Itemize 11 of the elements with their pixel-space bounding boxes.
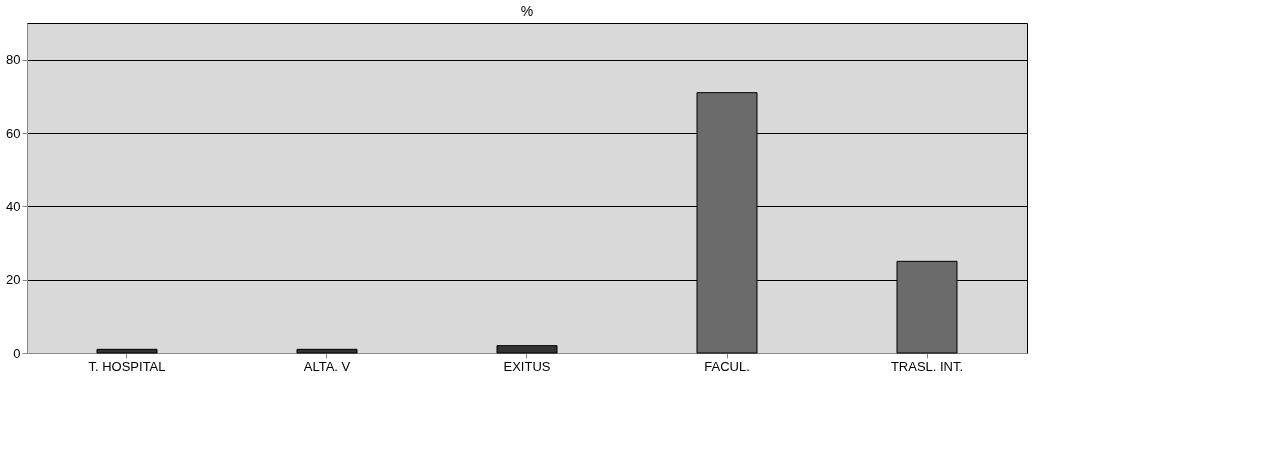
- y-tick-label: 80: [6, 52, 21, 68]
- x-tick-label: T. HOSPITAL: [88, 358, 166, 374]
- chart-title: %: [520, 3, 534, 19]
- y-tick-label: 0: [13, 345, 21, 361]
- y-tick-label: 20: [6, 272, 21, 288]
- x-tick-label: EXITUS: [503, 358, 551, 374]
- x-tick-label: FACUL.: [704, 358, 750, 374]
- x-tick-label: TRASL. INT.: [890, 358, 964, 374]
- y-tick-label: 40: [6, 198, 21, 214]
- y-tick-label: 60: [6, 125, 21, 141]
- x-tick-label: ALTA. V: [303, 358, 351, 374]
